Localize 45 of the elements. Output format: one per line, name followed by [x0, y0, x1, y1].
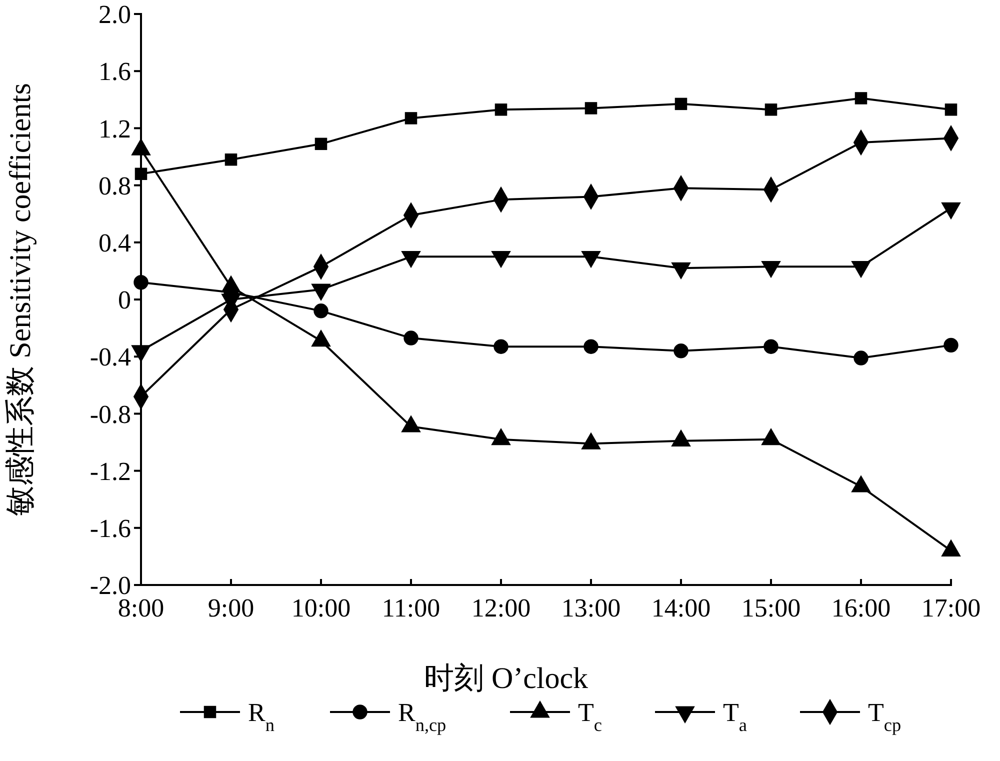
point — [404, 112, 418, 124]
y-tick-label: 1.2 — [98, 114, 131, 144]
point — [314, 138, 328, 150]
y-tick-label: -0.4 — [90, 342, 131, 372]
point — [854, 350, 868, 366]
legend-label: T$_{a}$ — [723, 698, 747, 735]
point — [584, 102, 598, 114]
point — [944, 338, 958, 353]
legend-label: R$_{n,cp}$ — [398, 698, 446, 735]
point — [764, 339, 778, 354]
legend-label: T$_{cp}$ — [868, 698, 902, 735]
legend-label: T$_{c}$ — [578, 698, 602, 735]
y-tick-label: -1.6 — [90, 514, 131, 543]
point — [314, 304, 328, 318]
point — [494, 339, 508, 354]
point — [134, 168, 148, 180]
y-axis-title: 敏感性系数 Sensitivity coefficients — [4, 83, 37, 516]
y-tick-label: -0.8 — [90, 400, 131, 429]
point — [134, 275, 148, 290]
y-tick-label: 1.6 — [98, 57, 131, 86]
point — [404, 330, 418, 346]
x-tick-label: 15:00 — [741, 594, 801, 623]
x-tick-label: 16:00 — [831, 594, 891, 623]
point — [854, 92, 868, 104]
x-tick-label: 12:00 — [471, 594, 531, 623]
x-tick-label: 9:00 — [208, 594, 254, 623]
point — [224, 153, 238, 166]
x-axis-title: 时刻 O’clock — [424, 662, 588, 695]
point — [944, 104, 958, 116]
y-tick-label: 0.4 — [98, 228, 131, 258]
point — [584, 339, 598, 354]
x-tick-label: 14:00 — [651, 594, 711, 623]
y-tick-label: 0.8 — [98, 171, 131, 200]
y-tick-label: -1.2 — [90, 456, 131, 486]
x-tick-label: 10:00 — [291, 594, 351, 623]
legend-label: R$_{n}$ — [248, 698, 274, 735]
point — [674, 344, 688, 358]
point — [674, 98, 688, 110]
point — [764, 104, 778, 116]
point — [494, 104, 508, 116]
x-tick-label: 11:00 — [382, 594, 440, 623]
y-tick-label: 2.0 — [98, 0, 131, 30]
x-tick-label: 17:00 — [921, 594, 981, 623]
y-tick-label: 0 — [118, 286, 131, 315]
x-tick-label: 13:00 — [561, 594, 621, 623]
